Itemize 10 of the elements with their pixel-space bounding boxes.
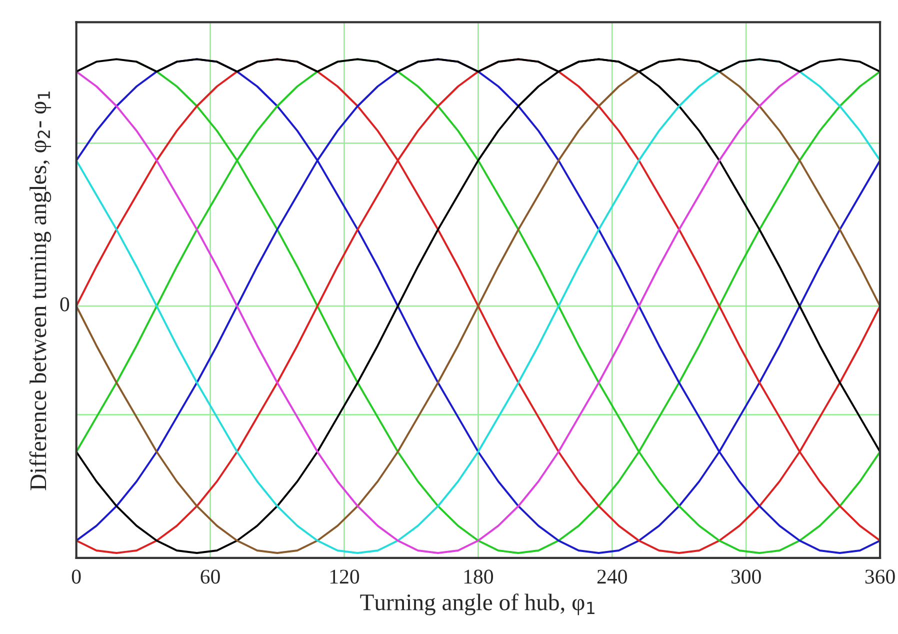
x-tick-label: 180 [464, 570, 494, 584]
x-tick-label: 60 [200, 570, 220, 584]
x-tick-label: 240 [597, 570, 627, 584]
x-tick-label: 0 [72, 570, 81, 584]
x-tick-label: 120 [330, 570, 360, 584]
x-axis-title: Turning angle of hub, φ$_{1}$ [360, 593, 594, 616]
ref-line-label: 0 [60, 297, 70, 312]
x-tick-label: 360 [865, 570, 895, 584]
y-axis-title: Difference between turning angles, φ$_{2}$- φ$_{1}$ [29, 92, 52, 490]
x-tick-label: 300 [731, 570, 761, 584]
